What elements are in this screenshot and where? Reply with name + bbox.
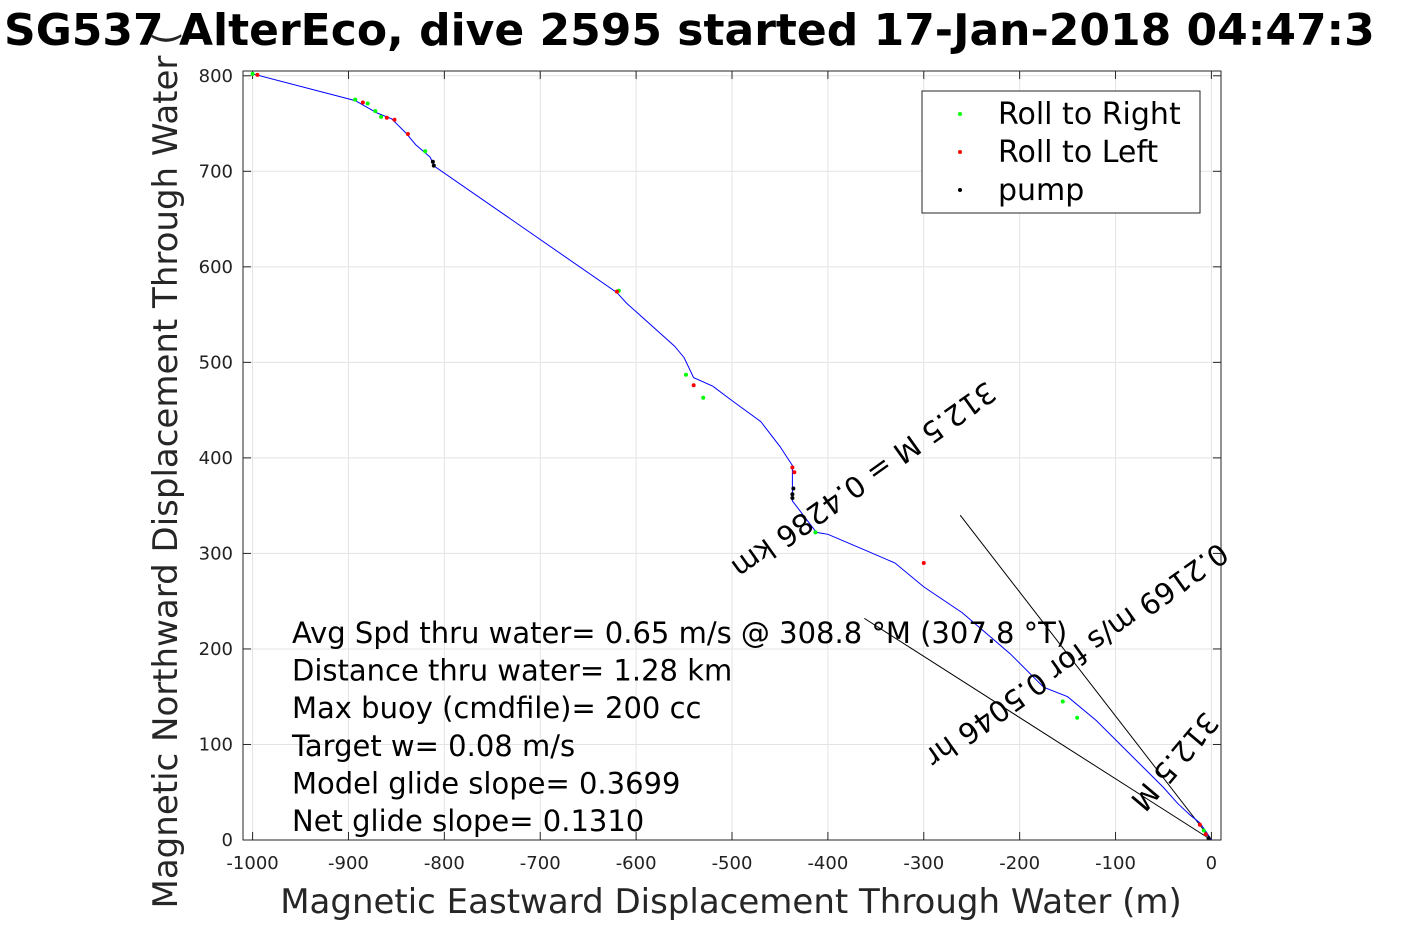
data-point — [1060, 699, 1065, 704]
data-point — [1197, 822, 1202, 827]
series-pump — [430, 159, 1211, 841]
legend-marker — [958, 150, 962, 154]
data-point — [813, 530, 818, 535]
x-tick-label: -100 — [1095, 853, 1136, 874]
data-point — [384, 115, 389, 120]
data-point — [365, 101, 370, 106]
y-tick-label: 700 — [199, 161, 233, 182]
series-roll-to-left — [255, 72, 1208, 837]
data-point — [683, 372, 688, 377]
x-tick-label: -700 — [520, 853, 561, 874]
annotation-layer: Avg Spd thru water= 0.65 m/s @ 308.8 °M … — [291, 375, 1234, 838]
data-point — [353, 97, 358, 102]
data-point — [1201, 828, 1206, 833]
y-tick-label: 400 — [199, 448, 233, 469]
current-line — [864, 617, 1212, 841]
data-point — [379, 114, 384, 119]
x-axis-label: Magnetic Eastward Displacement Through W… — [280, 882, 1182, 922]
series-roll-to-right — [250, 71, 1206, 833]
data-point — [792, 470, 797, 475]
data-point — [250, 71, 255, 76]
data-point — [701, 395, 706, 400]
stats-annotation: Target w= 0.08 m/s — [291, 729, 575, 763]
data-point — [790, 492, 795, 497]
data-point — [790, 465, 795, 470]
data-point — [392, 117, 397, 122]
data-point — [430, 159, 435, 164]
x-tick-label: -500 — [712, 853, 753, 874]
data-point — [1206, 836, 1211, 841]
y-tick-label: 200 — [199, 639, 233, 660]
data-point — [373, 109, 378, 114]
x-tick-label: -900 — [328, 853, 369, 874]
legend-entry: pump — [998, 173, 1084, 208]
stats-annotation: Avg Spd thru water= 0.65 m/s @ 308.8 °M … — [292, 616, 1067, 650]
y-tick-label: 100 — [199, 734, 233, 755]
data-point — [1075, 715, 1080, 720]
data-point — [1203, 832, 1208, 837]
y-tick-label: 500 — [199, 352, 233, 373]
x-tick-label: -1000 — [226, 853, 278, 874]
x-tick-label: -600 — [616, 853, 657, 874]
y-tick-label: 800 — [199, 66, 233, 87]
legend-marker — [958, 112, 962, 116]
data-point — [255, 72, 260, 77]
y-axis-label: Magnetic Northward Displacement Through … — [146, 32, 186, 909]
data-point — [791, 486, 796, 491]
y-tick-label: 600 — [199, 257, 233, 278]
x-tick-label: -200 — [999, 853, 1040, 874]
legend-entry: Roll to Right — [998, 97, 1181, 132]
data-point — [691, 383, 696, 388]
y-tick-label: 0 — [222, 830, 233, 851]
stats-annotation: Model glide slope= 0.3699 — [292, 766, 680, 800]
stats-annotation: Distance thru water= 1.28 km — [292, 654, 732, 688]
x-tick-label: -400 — [807, 853, 848, 874]
x-tick-label: -800 — [424, 853, 465, 874]
data-layer — [250, 71, 1212, 841]
x-tick-label: -300 — [903, 853, 944, 874]
data-point — [405, 132, 410, 137]
data-point — [614, 289, 619, 294]
ticks-layer: -1000 -900 -800 -700 -600 -500 -400 -300 -200 -10… — [199, 66, 1221, 874]
stats-annotation: Net glide slope= 0.1310 — [292, 804, 644, 838]
data-point — [921, 560, 926, 565]
y-tick-label: 300 — [199, 543, 233, 564]
legend-box — [921, 90, 1201, 214]
x-tick-label: 0 — [1206, 853, 1217, 874]
rotated-annotation: 312.5 M = 0.4286 km — [725, 375, 1002, 586]
data-point — [790, 496, 795, 501]
current-line — [959, 514, 1212, 841]
plot-frame — [242, 70, 1222, 841]
data-point — [360, 100, 365, 105]
legend-entry: Roll to Left — [998, 135, 1158, 170]
stats-annotation: Max buoy (cmdfile)= 200 cc — [292, 691, 701, 725]
data-point — [423, 149, 428, 154]
data-point — [431, 163, 436, 168]
chart-title: SG537 AlterEco, dive 2595 started 17-Jan… — [4, 5, 1375, 56]
legend-marker — [958, 188, 962, 192]
